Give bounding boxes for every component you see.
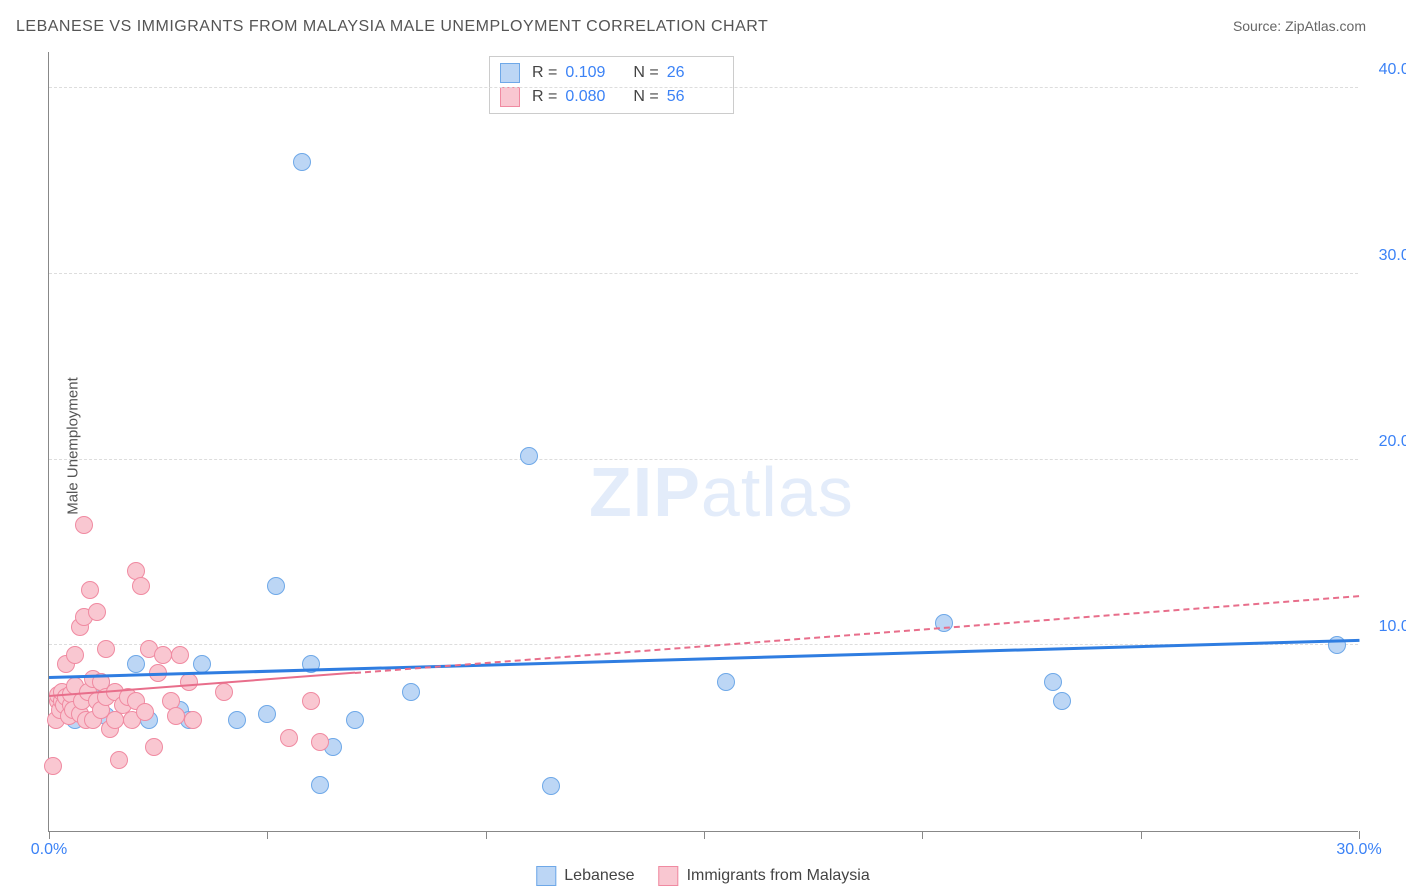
- data-point: [193, 655, 211, 673]
- legend-row: R = 0.080 N = 56: [500, 85, 723, 109]
- grid-line: [49, 459, 1358, 460]
- data-point: [184, 711, 202, 729]
- data-point: [167, 707, 185, 725]
- legend-item: Immigrants from Malaysia: [659, 866, 870, 886]
- data-point: [44, 757, 62, 775]
- data-point: [97, 640, 115, 658]
- chart-title: LEBANESE VS IMMIGRANTS FROM MALAYSIA MAL…: [16, 18, 768, 36]
- legend-swatch: [500, 63, 520, 83]
- legend-label: Immigrants from Malaysia: [687, 867, 870, 885]
- y-tick-label: 40.0%: [1379, 61, 1406, 79]
- legend-label: Lebanese: [564, 867, 634, 885]
- data-point: [302, 692, 320, 710]
- data-point: [228, 711, 246, 729]
- legend-swatch: [536, 866, 556, 886]
- data-point: [1044, 673, 1062, 691]
- data-point: [127, 655, 145, 673]
- r-value: 0.109: [565, 64, 621, 82]
- series-legend: Lebanese Immigrants from Malaysia: [536, 866, 869, 886]
- n-label: N =: [633, 88, 658, 106]
- x-tick-label: 0.0%: [31, 841, 67, 859]
- y-tick-label: 10.0%: [1379, 618, 1406, 636]
- data-point: [280, 729, 298, 747]
- x-tick: [49, 831, 50, 839]
- data-point: [311, 733, 329, 751]
- watermark-rest: atlas: [701, 453, 854, 531]
- x-tick: [267, 831, 268, 839]
- trend-line: [355, 595, 1359, 674]
- correlation-legend: R = 0.109 N = 26 R = 0.080 N = 56: [489, 56, 734, 114]
- data-point: [346, 711, 364, 729]
- data-point: [1053, 692, 1071, 710]
- data-point: [110, 751, 128, 769]
- n-value: 26: [667, 64, 723, 82]
- data-point: [215, 683, 233, 701]
- data-point: [520, 447, 538, 465]
- x-tick: [922, 831, 923, 839]
- data-point: [258, 705, 276, 723]
- data-point: [136, 703, 154, 721]
- x-tick: [486, 831, 487, 839]
- data-point: [154, 646, 172, 664]
- data-point: [311, 776, 329, 794]
- data-point: [171, 646, 189, 664]
- x-tick: [704, 831, 705, 839]
- grid-line: [49, 87, 1358, 88]
- data-point: [717, 673, 735, 691]
- watermark: ZIPatlas: [589, 452, 854, 532]
- data-point: [180, 673, 198, 691]
- data-point: [293, 153, 311, 171]
- data-point: [542, 777, 560, 795]
- x-tick: [1359, 831, 1360, 839]
- data-point: [267, 577, 285, 595]
- r-value: 0.080: [565, 88, 621, 106]
- r-label: R =: [532, 64, 557, 82]
- n-label: N =: [633, 64, 658, 82]
- y-tick-label: 30.0%: [1379, 247, 1406, 265]
- data-point: [75, 516, 93, 534]
- data-point: [88, 603, 106, 621]
- r-label: R =: [532, 88, 557, 106]
- legend-swatch: [500, 87, 520, 107]
- legend-swatch: [659, 866, 679, 886]
- scatter-plot-area: ZIPatlas R =0.109N =26R =0.080N =56 10.0…: [48, 52, 1358, 832]
- n-value: 56: [667, 88, 723, 106]
- legend-item: Lebanese: [536, 866, 634, 886]
- legend-row: R = 0.109 N = 26: [500, 61, 723, 85]
- data-point: [66, 646, 84, 664]
- source-attribution: Source: ZipAtlas.com: [1233, 18, 1366, 34]
- data-point: [402, 683, 420, 701]
- data-point: [145, 738, 163, 756]
- watermark-bold: ZIP: [589, 453, 701, 531]
- grid-line: [49, 273, 1358, 274]
- data-point: [132, 577, 150, 595]
- x-tick-label: 30.0%: [1336, 841, 1381, 859]
- data-point: [81, 581, 99, 599]
- y-tick-label: 20.0%: [1379, 433, 1406, 451]
- x-tick: [1141, 831, 1142, 839]
